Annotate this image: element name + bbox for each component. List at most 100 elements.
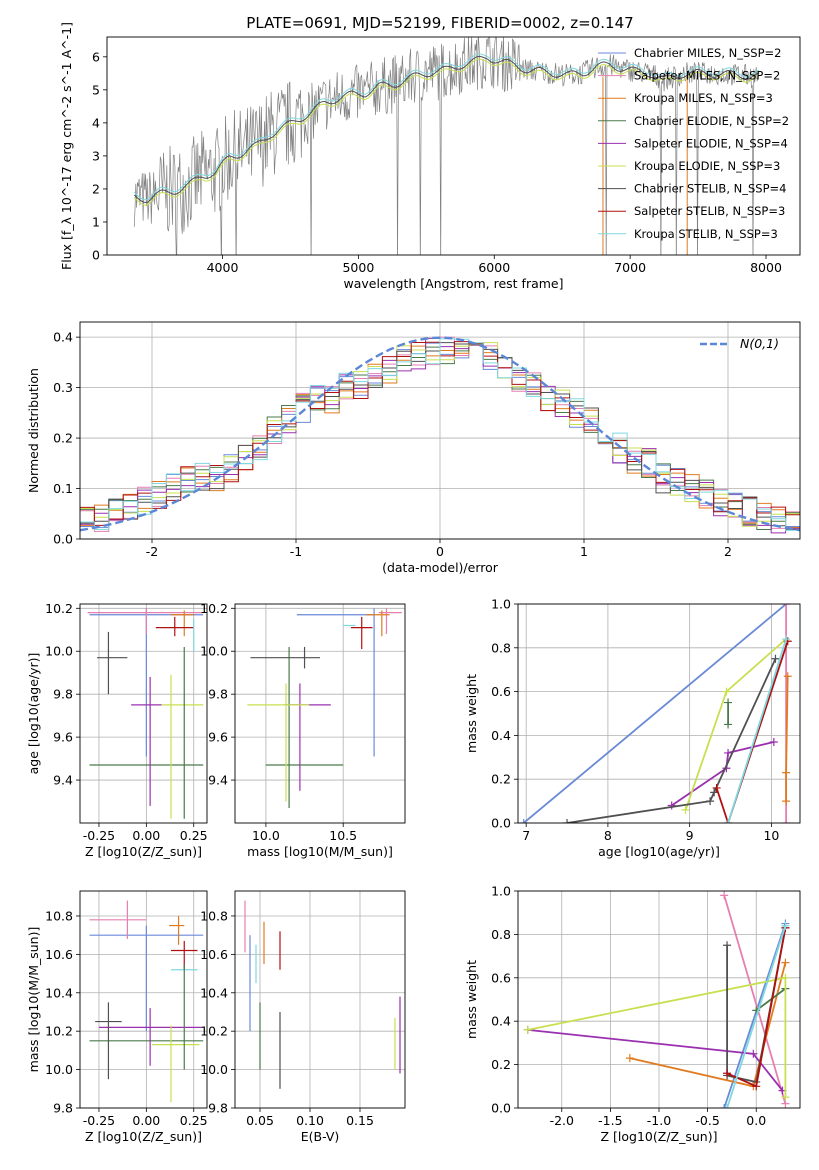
y-axis-label: mass [log10(M/M_sun)]	[26, 927, 41, 1073]
y-tick-label: 2	[92, 181, 100, 196]
axes-frame	[79, 890, 208, 1109]
panel-age_vs_Z: -0.25 0.00 0.25 9.4 9.6 9.8 10.0 10.2 Z [log10(Z…	[26, 601, 208, 859]
x-axis-label: mass [log10(M/M_sun)]	[247, 844, 393, 859]
plus-marker	[781, 973, 790, 982]
y-tick-label: 0.4	[491, 728, 511, 743]
y-tick-label: 10.0	[45, 644, 73, 659]
y-tick-label: 10.8	[45, 908, 73, 923]
y-tick-label: 0.2	[491, 772, 511, 787]
x-tick-label: -2	[146, 544, 158, 559]
model-spectrum-line	[133, 53, 760, 201]
y-tick-label: 0.4	[491, 1014, 511, 1029]
weight-line	[671, 741, 775, 807]
y-tick-label: 10.0	[45, 1062, 73, 1077]
plus-marker	[781, 1093, 790, 1102]
y-tick-label: 1.0	[491, 597, 511, 612]
y-tick-label: 1	[92, 214, 100, 229]
y-tick-label: 9.8	[53, 1101, 73, 1116]
weight-line	[715, 640, 789, 823]
weight-line	[523, 604, 787, 823]
plus-marker	[724, 720, 733, 729]
x-tick-label: -1.5	[598, 1113, 622, 1128]
y-tick-label: 0.4	[53, 330, 73, 345]
legend-entry: Salpeter MILES, N_SSP=2	[634, 69, 780, 83]
plot-area	[523, 891, 790, 1108]
plus-marker	[782, 604, 791, 608]
x-tick-label: 0.25	[180, 828, 208, 843]
x-tick-label: 0.15	[346, 1113, 374, 1128]
y-axis-label: age [log10(age/yr)]	[26, 653, 41, 775]
y-tick-label: 9.4	[53, 773, 73, 788]
x-axis-label: E(B-V)	[301, 1129, 340, 1144]
x-axis-label: (data-model)/error	[382, 560, 499, 575]
x-tick-label: 7	[522, 828, 530, 843]
x-tick-label: 2	[724, 544, 732, 559]
y-tick-label: 0.1	[53, 481, 73, 496]
plus-marker	[749, 1049, 758, 1058]
legend-entry: Kroupa STELIB, N_SSP=3	[634, 227, 778, 241]
panel-spectrum: 4000 5000 6000 7000 8000 0 1 2 3 4 5 6 wavelength [A…	[59, 22, 801, 291]
y-axis-label: Flux [f_λ 10^-17 erg cm^-2 s^-1 A^-1]	[59, 22, 74, 270]
y-tick-label: 9.8	[53, 687, 73, 702]
x-tick-label: 1	[580, 544, 588, 559]
axes-frame	[234, 890, 406, 1109]
y-tick-label: 6	[92, 49, 100, 64]
plot-area	[87, 608, 204, 819]
x-axis-label: Z [log10(Z/Z_sun)]	[85, 1129, 202, 1144]
x-tick-label: 0.0	[746, 1113, 766, 1128]
x-tick-label: 0.00	[132, 828, 160, 843]
x-tick-label: 8	[604, 828, 612, 843]
legend-entry: Kroupa ELODIE, N_SSP=3	[634, 159, 780, 173]
plot-area	[89, 900, 204, 1103]
plus-marker	[723, 1104, 732, 1108]
plus-marker	[723, 941, 732, 950]
y-tick-label: 10.2	[45, 1024, 73, 1039]
y-tick-label: 10.2	[200, 1024, 228, 1039]
y-tick-label: 0.8	[491, 640, 511, 655]
y-tick-label: 10.8	[200, 908, 228, 923]
y-tick-label: 0.6	[491, 684, 511, 699]
y-tick-label: 9.8	[208, 687, 228, 702]
plus-marker	[782, 819, 791, 823]
y-tick-label: 1.0	[491, 884, 511, 899]
legend-entry: Salpeter STELIB, N_SSP=3	[634, 204, 785, 218]
plus-marker	[563, 819, 572, 823]
weight-line	[566, 658, 777, 823]
x-tick-label: -0.5	[695, 1113, 719, 1128]
plus-marker	[706, 797, 715, 806]
plots-layer: PLATE=0691, MJD=52199, FIBERID=0002, z=0…	[26, 14, 801, 1144]
plus-marker	[771, 654, 780, 663]
x-tick-label: -2.0	[550, 1113, 574, 1128]
legend-entry: Chabrier MILES, N_SSP=2	[634, 46, 781, 60]
normal-curve	[80, 336, 800, 532]
x-tick-label: 9	[686, 828, 694, 843]
x-tick-label: 0.10	[296, 1113, 324, 1128]
y-tick-label: 10.6	[45, 947, 73, 962]
y-tick-label: 0.0	[491, 816, 511, 831]
legend: Chabrier MILES, N_SSP=2 Salpeter MILES, N…	[598, 46, 789, 241]
plot-area	[244, 900, 401, 1089]
plot-area	[247, 608, 402, 808]
y-tick-label: 3	[92, 148, 100, 163]
plus-marker	[782, 797, 791, 806]
plus-marker	[752, 1082, 761, 1091]
x-tick-label: 10.0	[252, 828, 280, 843]
x-axis-label: wavelength [Angstrom, rest frame]	[343, 276, 563, 291]
figure-title: PLATE=0691, MJD=52199, FIBERID=0002, z=0…	[246, 14, 633, 32]
y-tick-label: 10.2	[200, 601, 228, 616]
plus-marker	[710, 788, 719, 797]
y-tick-label: 0.3	[53, 380, 73, 395]
plus-marker	[781, 958, 790, 967]
y-tick-label: 0.0	[53, 532, 73, 547]
y-tick-label: 4	[92, 115, 100, 130]
plus-marker	[724, 819, 733, 823]
plus-marker	[519, 819, 528, 823]
plus-marker	[681, 805, 690, 814]
panel-mass_weight_vs_age: 7 8 9 10 0.0 0.2 0.4 0.6 0.8 1.0 age [log10(age/yr…	[464, 597, 801, 859]
x-tick-label: 10.5	[329, 828, 357, 843]
x-axis-label: age [log10(age/yr)]	[598, 844, 720, 859]
plus-marker	[720, 1104, 729, 1108]
x-tick-label: 0	[436, 544, 444, 559]
plot-area	[519, 604, 792, 823]
